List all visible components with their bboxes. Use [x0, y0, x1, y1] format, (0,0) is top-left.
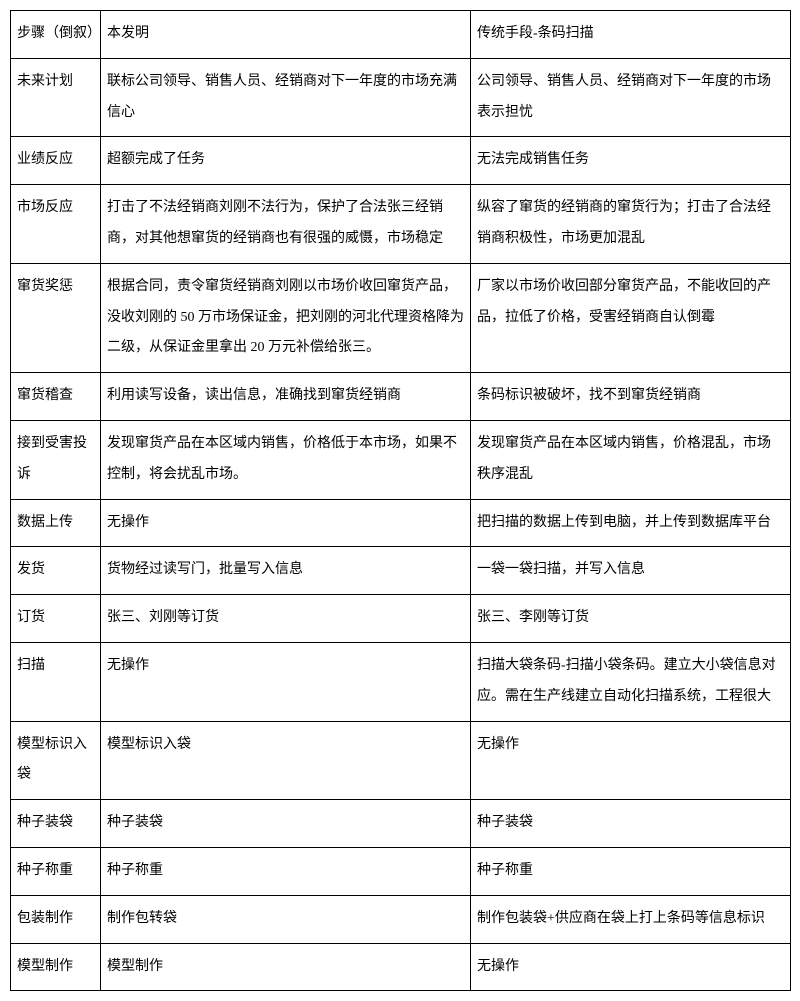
table-cell: 无操作: [101, 499, 471, 547]
table-cell: 未来计划: [11, 58, 101, 137]
table-cell: 制作包装袋+供应商在袋上打上条码等信息标识: [471, 895, 791, 943]
table-cell: 纵容了窜货的经销商的窜货行为；打击了合法经销商积极性，市场更加混乱: [471, 185, 791, 264]
table-row: 种子称重种子称重种子称重: [11, 847, 791, 895]
table-cell: 模型标识入袋: [11, 721, 101, 800]
table-row: 市场反应打击了不法经销商刘刚不法行为，保护了合法张三经销商，对其他想窜货的经销商…: [11, 185, 791, 264]
table-cell: 模型制作: [11, 943, 101, 991]
table-cell: 种子称重: [471, 847, 791, 895]
table-row: 模型标识入袋模型标识入袋无操作: [11, 721, 791, 800]
table-cell: 接到受害投诉: [11, 420, 101, 499]
table-cell: 利用读写设备，读出信息，准确找到窜货经销商: [101, 373, 471, 421]
table-cell: 张三、刘刚等订货: [101, 595, 471, 643]
table-cell: 发现窜货产品在本区域内销售，价格混乱，市场秩序混乱: [471, 420, 791, 499]
table-row: 窜货奖惩根据合同，责令窜货经销商刘刚以市场价收回窜货产品，没收刘刚的 50 万市…: [11, 263, 791, 372]
table-cell: 条码标识被破坏，找不到窜货经销商: [471, 373, 791, 421]
table-cell: 超额完成了任务: [101, 137, 471, 185]
table-cell: 窜货奖惩: [11, 263, 101, 372]
table-cell: 种子装袋: [11, 800, 101, 848]
table-cell: 无法完成销售任务: [471, 137, 791, 185]
table-cell: 货物经过读写门，批量写入信息: [101, 547, 471, 595]
table-cell: 把扫描的数据上传到电脑，并上传到数据库平台: [471, 499, 791, 547]
table-row: 扫描无操作扫描大袋条码-扫描小袋条码。建立大小袋信息对应。需在生产线建立自动化扫…: [11, 642, 791, 721]
table-cell: 市场反应: [11, 185, 101, 264]
table-cell: 数据上传: [11, 499, 101, 547]
table-row: 发货货物经过读写门，批量写入信息一袋一袋扫描，并写入信息: [11, 547, 791, 595]
table-cell: 制作包转袋: [101, 895, 471, 943]
table-cell: 种子装袋: [101, 800, 471, 848]
table-row: 包装制作制作包转袋制作包装袋+供应商在袋上打上条码等信息标识: [11, 895, 791, 943]
table-body: 步骤（倒叙）本发明传统手段-条码扫描未来计划联标公司领导、销售人员、经销商对下一…: [11, 11, 791, 991]
table-cell: 扫描大袋条码-扫描小袋条码。建立大小袋信息对应。需在生产线建立自动化扫描系统，工…: [471, 642, 791, 721]
table-cell: 业绩反应: [11, 137, 101, 185]
table-row: 订货张三、刘刚等订货张三、李刚等订货: [11, 595, 791, 643]
table-header-row: 步骤（倒叙）本发明传统手段-条码扫描: [11, 11, 791, 59]
table-cell: 公司领导、销售人员、经销商对下一年度的市场表示担忧: [471, 58, 791, 137]
table-cell: 联标公司领导、销售人员、经销商对下一年度的市场充满信心: [101, 58, 471, 137]
table-cell: 包装制作: [11, 895, 101, 943]
table-cell: 发货: [11, 547, 101, 595]
comparison-table: 步骤（倒叙）本发明传统手段-条码扫描未来计划联标公司领导、销售人员、经销商对下一…: [10, 10, 791, 991]
table-header-cell: 传统手段-条码扫描: [471, 11, 791, 59]
table-row: 数据上传无操作把扫描的数据上传到电脑，并上传到数据库平台: [11, 499, 791, 547]
table-cell: 无操作: [471, 721, 791, 800]
table-cell: 模型标识入袋: [101, 721, 471, 800]
table-row: 未来计划联标公司领导、销售人员、经销商对下一年度的市场充满信心公司领导、销售人员…: [11, 58, 791, 137]
table-row: 接到受害投诉发现窜货产品在本区域内销售，价格低于本市场，如果不控制，将会扰乱市场…: [11, 420, 791, 499]
table-cell: 窜货稽查: [11, 373, 101, 421]
table-cell: 扫描: [11, 642, 101, 721]
table-row: 模型制作模型制作无操作: [11, 943, 791, 991]
table-cell: 无操作: [471, 943, 791, 991]
table-cell: 根据合同，责令窜货经销商刘刚以市场价收回窜货产品，没收刘刚的 50 万市场保证金…: [101, 263, 471, 372]
table-row: 业绩反应超额完成了任务无法完成销售任务: [11, 137, 791, 185]
table-cell: 无操作: [101, 642, 471, 721]
table-cell: 种子称重: [11, 847, 101, 895]
table-row: 窜货稽查利用读写设备，读出信息，准确找到窜货经销商条码标识被破坏，找不到窜货经销…: [11, 373, 791, 421]
table-cell: 一袋一袋扫描，并写入信息: [471, 547, 791, 595]
table-cell: 厂家以市场价收回部分窜货产品，不能收回的产品，拉低了价格，受害经销商自认倒霉: [471, 263, 791, 372]
table-cell: 订货: [11, 595, 101, 643]
table-cell: 张三、李刚等订货: [471, 595, 791, 643]
table-cell: 发现窜货产品在本区域内销售，价格低于本市场，如果不控制，将会扰乱市场。: [101, 420, 471, 499]
table-cell: 模型制作: [101, 943, 471, 991]
table-cell: 种子装袋: [471, 800, 791, 848]
table-header-cell: 步骤（倒叙）: [11, 11, 101, 59]
table-header-cell: 本发明: [101, 11, 471, 59]
table-cell: 种子称重: [101, 847, 471, 895]
table-cell: 打击了不法经销商刘刚不法行为，保护了合法张三经销商，对其他想窜货的经销商也有很强…: [101, 185, 471, 264]
table-row: 种子装袋种子装袋种子装袋: [11, 800, 791, 848]
